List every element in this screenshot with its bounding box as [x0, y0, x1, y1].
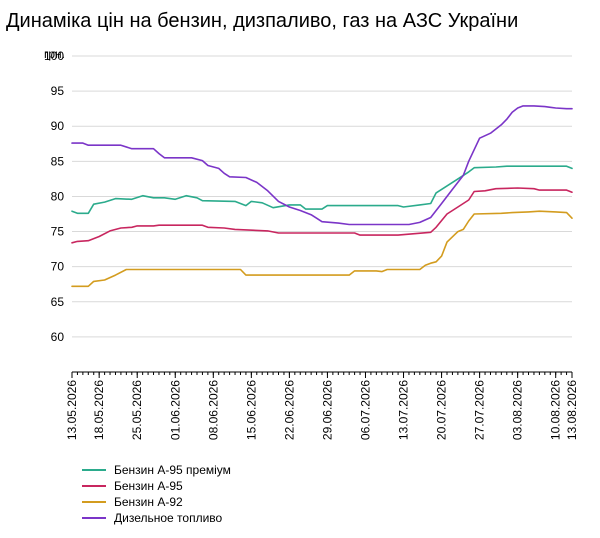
legend-item: Дизельное топливо: [82, 510, 231, 526]
legend-swatch: [82, 485, 106, 487]
legend-item: Бензин А-95: [82, 478, 231, 494]
chart-title: Динаміка цін на бензин, дизпаливо, газ н…: [6, 10, 519, 32]
y-tick-label: 70: [51, 260, 65, 274]
x-tick-label: 06.07.2026: [358, 380, 372, 440]
y-tick-label: 80: [51, 189, 65, 203]
x-tick-label: 01.06.2026: [168, 380, 182, 440]
y-axis-unit-label: грн.: [44, 47, 65, 61]
y-tick-label: 95: [51, 84, 65, 98]
x-tick-label: 25.05.2026: [130, 380, 144, 440]
series-line: [71, 165, 573, 215]
legend-swatch: [82, 501, 106, 503]
series-line: [71, 105, 573, 226]
legend-label: Бензин А-92: [114, 495, 183, 509]
legend-label: Бензин А-95: [114, 479, 183, 493]
x-tick-label: 20.07.2026: [435, 380, 449, 440]
y-tick-label: 75: [51, 225, 65, 239]
y-tick-label: 85: [51, 154, 65, 168]
x-tick-label: 10.08.2026: [549, 380, 563, 440]
legend-swatch: [82, 469, 106, 471]
chart-legend: Бензин А-95 преміум Бензин А-95 Бензин А-9…: [82, 462, 231, 526]
x-tick-label: 13.05.2026: [65, 380, 79, 440]
legend-item: Бензин А-92: [82, 494, 231, 510]
x-tick-label: 27.07.2026: [473, 380, 487, 440]
series-line: [71, 210, 573, 288]
series-line: [71, 187, 573, 244]
legend-label: Дизельное топливо: [114, 511, 223, 525]
x-tick-label: 13.07.2026: [397, 380, 411, 440]
y-tick-label: 90: [51, 119, 65, 133]
legend-swatch: [82, 517, 106, 519]
x-tick-label: 13.08.2026: [565, 380, 579, 440]
x-tick-label: 08.06.2026: [206, 380, 220, 440]
legend-item: Бензин А-95 преміум: [82, 462, 231, 478]
x-tick-label: 18.05.2026: [92, 380, 106, 440]
x-tick-label: 03.08.2026: [511, 380, 525, 440]
x-tick-label: 15.06.2026: [244, 380, 258, 440]
legend-label: Бензин А-95 преміум: [114, 463, 231, 477]
y-tick-label: 60: [51, 330, 65, 344]
x-tick-label: 22.06.2026: [282, 380, 296, 440]
x-tick-label: 29.06.2026: [320, 380, 334, 440]
y-tick-label: 100: [44, 49, 64, 63]
y-tick-label: 65: [51, 295, 65, 309]
